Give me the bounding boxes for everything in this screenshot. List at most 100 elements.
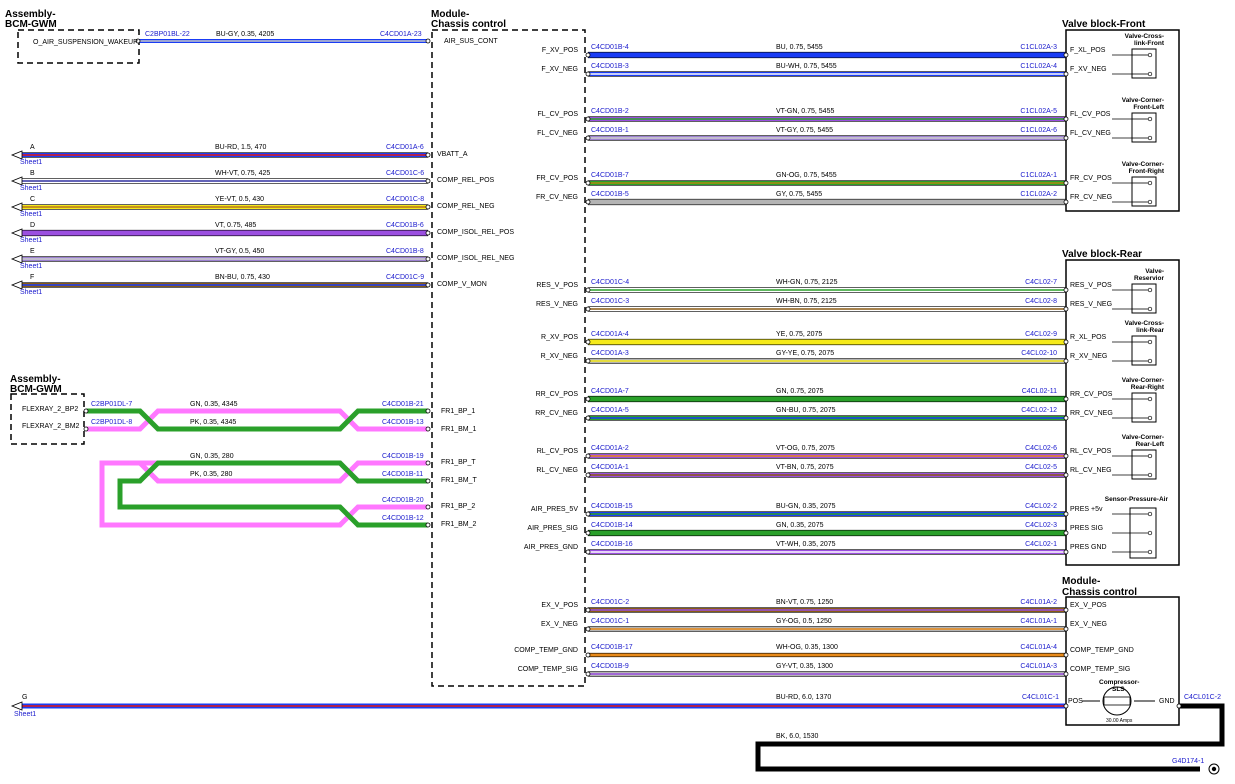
- component-name: Rear-Left: [1135, 441, 1164, 448]
- connector-label: C4CD01B-5: [591, 191, 629, 198]
- pin-label: F_XV_NEG: [1070, 66, 1107, 73]
- component-name: link-Front: [1134, 40, 1165, 47]
- valve-coil-icon: [1131, 48, 1157, 79]
- terminal-dot: [1063, 199, 1069, 205]
- terminal-dot: [585, 339, 591, 345]
- pin-label: EX_V_NEG: [541, 621, 578, 628]
- pin-label: AIR_SUS_CONT: [444, 38, 498, 45]
- wire-spec: VT-GN, 0.75, 5455: [776, 108, 834, 115]
- connector-label: C4CL02-12: [1021, 407, 1057, 414]
- terminal-dot: [1063, 415, 1069, 421]
- connector-label: C4CL01C-1: [1022, 694, 1059, 701]
- connector-label: C4CD01B-3: [591, 63, 629, 70]
- left-wire: A Sheet1 BU-RD, 1.5, 470 C4CD01A-6 VBATT_A: [10, 144, 468, 166]
- pin-label: FR1_BM_1: [441, 426, 477, 433]
- bcm-top-box: [17, 29, 140, 64]
- gnd-label: GND: [1159, 698, 1175, 705]
- right-wire: EX_V_POS C4CD01C-2 BN-VT, 0.75, 1250 C4CL01…: [541, 599, 1107, 613]
- connector-label: C4CD01B-17: [591, 644, 633, 651]
- right-wire: F_XV_POS C4CD01B-4 BU, 0.75, 5455 C1CL02A-3…: [542, 44, 1106, 59]
- right-wire: RL_CV_NEG C4CD01A-1 VT-BN, 0.75, 2075 C4CL0…: [536, 464, 1112, 478]
- right-wire: EX_V_NEG C4CD01C-1 GY-OG, 0.5, 1250 C4CL01A…: [541, 618, 1107, 632]
- pin-label: FLEXRAY_2_BP2: [22, 406, 78, 413]
- component-name: Valve-Corner-: [1122, 377, 1164, 384]
- pin-label: FR1_BP_2: [441, 503, 475, 510]
- connector-label: C4CD01B-2: [591, 108, 629, 115]
- pin-label: PRES SIG: [1070, 525, 1103, 532]
- pin-label: COMP_TEMP_GND: [1070, 647, 1134, 654]
- sheet-letter: A: [30, 144, 35, 151]
- wire-spec: BN-VT, 0.75, 1250: [776, 599, 833, 606]
- connector-label: C4CL01A-1: [1020, 618, 1057, 625]
- component-name: Sensor-Pressure-Air: [1105, 496, 1169, 503]
- connector-label: C4CL01A-3: [1020, 663, 1057, 670]
- terminal-dot: [1063, 453, 1069, 459]
- pin-label: RL_CV_NEG: [536, 467, 578, 474]
- valve-symbol: Valve-Cross-link-Rear: [1112, 320, 1164, 366]
- pin-label: RES_V_NEG: [536, 301, 578, 308]
- valve-coil-icon: [1131, 335, 1157, 366]
- pin-label: PRES +5v: [1070, 506, 1103, 513]
- pin-label: FR1_BM_T: [441, 477, 478, 484]
- left-wire: E Sheet1 VT-GY, 0.5, 450 C4CD01B-8 COMP_ISOL…: [10, 248, 514, 270]
- pin-label: RR_CV_POS: [536, 391, 579, 398]
- terminal-dot: [1063, 511, 1069, 517]
- terminal-dot: [1063, 472, 1069, 478]
- connector-label: C4CD01B-4: [591, 44, 629, 51]
- wire-spec: GN, 0.35, 280: [190, 453, 234, 460]
- module-bottom-title-1: Module-: [1062, 576, 1100, 587]
- compressor-amps: 30.00 Amps: [1106, 718, 1133, 724]
- pin-label: RL_CV_NEG: [1070, 467, 1112, 474]
- terminal-dot: [585, 116, 591, 122]
- pin-label: FL_CV_NEG: [1070, 130, 1111, 137]
- pin-label: FR1_BP_1: [441, 408, 475, 415]
- terminal-dot: [585, 180, 591, 186]
- pin-label: COMP_ISOL_REL_POS: [437, 229, 514, 236]
- connector-label: C4CD01A-23: [380, 31, 422, 38]
- terminal-dot: [585, 453, 591, 459]
- right-wire: COMP_TEMP_GND C4CD01B-17 WH-OG, 0.35, 1300…: [514, 644, 1134, 658]
- connector-label: C2BP01BL-22: [145, 31, 190, 38]
- connector-label: C4CL02-5: [1025, 464, 1057, 471]
- pin-label: R_XV_POS: [541, 334, 578, 341]
- connector-label: C4CD01B-19: [382, 453, 424, 460]
- right-wire: FR_CV_NEG C4CD01B-5 GY, 0.75, 5455 C1CL02A-…: [536, 191, 1112, 206]
- valve-symbol: Valve-Corner-Rear-Right: [1112, 377, 1165, 423]
- connector-label: C4CD01A-2: [591, 445, 629, 452]
- valve-rear-box: [1065, 259, 1180, 566]
- terminal-dot: [1063, 652, 1069, 658]
- offsheet-arrow-icon: [10, 202, 23, 212]
- terminal-dot: [1063, 135, 1069, 141]
- pin-label: RES_V_POS: [536, 282, 578, 289]
- connector-label: C4CD01A-4: [591, 331, 629, 338]
- sheet-letter: D: [30, 222, 35, 229]
- connector-label: C4CD01B-14: [591, 522, 633, 529]
- flexray-green-1: [86, 408, 428, 432]
- terminal-dot: [1063, 339, 1069, 345]
- ground-wire: [755, 703, 1225, 772]
- pin-label: COMP_TEMP_SIG: [1070, 666, 1130, 673]
- offsheet-arrow-icon: [10, 176, 23, 186]
- pin-label: EX_V_POS: [1070, 602, 1107, 609]
- valve-symbol: Valve-Corner-Rear-Left: [1112, 434, 1165, 480]
- pressure-sensor-symbol: Sensor-Pressure-Air: [1105, 496, 1169, 559]
- terminal-dot: [585, 607, 591, 613]
- wire-spec: WH-VT, 0.75, 425: [215, 170, 270, 177]
- sheet-letter: E: [30, 248, 35, 255]
- terminal-dot: [585, 199, 591, 205]
- flexray-pink-2b: [138, 460, 428, 484]
- component-name: Valve-Corner-: [1122, 161, 1164, 168]
- bcm-mid-box: [10, 393, 85, 445]
- component-name: Reservior: [1134, 275, 1164, 282]
- terminal-dot: [1063, 396, 1069, 402]
- terminal-dot: [585, 287, 591, 293]
- connector-label: C4CD01B-15: [591, 503, 633, 510]
- connector-label: C4CD01B-7: [591, 172, 629, 179]
- terminal-dot: [585, 415, 591, 421]
- wire-air-sus-wakeup: O_AIR_SUSPENSION_WAKEUP C2BP01BL-22 BU-G…: [33, 31, 498, 46]
- component-name: Valve-: [1145, 268, 1164, 275]
- wire-spec: GY-VT, 0.35, 1300: [776, 663, 833, 670]
- module-top-title-1: Module-: [431, 9, 469, 20]
